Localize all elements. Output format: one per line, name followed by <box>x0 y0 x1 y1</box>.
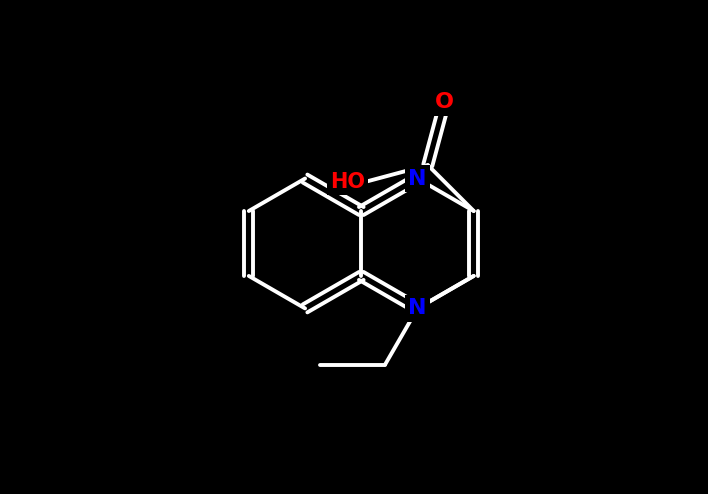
Text: O: O <box>408 298 427 319</box>
Text: N: N <box>409 168 427 189</box>
Text: HO: HO <box>330 172 365 192</box>
Text: N: N <box>409 298 427 319</box>
Text: O: O <box>435 92 454 113</box>
